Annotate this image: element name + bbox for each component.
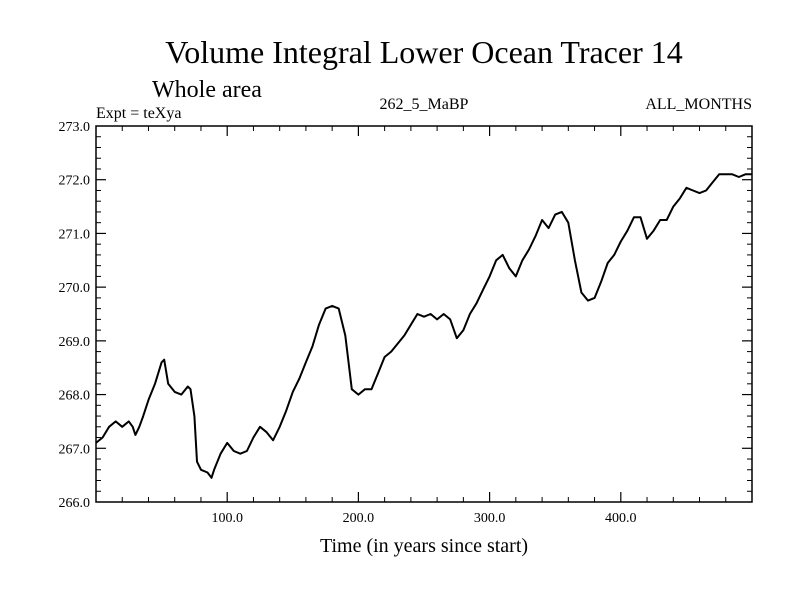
y-tick-label: 269.0 — [59, 335, 91, 350]
expt-label: Expt = teXya — [96, 105, 181, 122]
x-tick-label: 400.0 — [605, 511, 637, 526]
y-tick-label: 273.0 — [59, 120, 91, 135]
x-tick-label: 100.0 — [211, 511, 243, 526]
period-label: 262_5_MaBP — [380, 96, 469, 113]
x-axis-label: Time (in years since start) — [320, 535, 528, 557]
x-tick-label: 200.0 — [343, 511, 375, 526]
y-tick-label: 270.0 — [59, 281, 91, 296]
chart-title: Volume Integral Lower Ocean Tracer 14 — [165, 34, 682, 70]
y-tick-label: 266.0 — [59, 496, 91, 511]
series-line — [95, 173, 752, 479]
plot-area: 100.0 200.0 300.0 400.0 266.0 267.0 268.0 269.0… — [59, 120, 753, 526]
y-tick-label: 272.0 — [59, 174, 91, 189]
months-label: ALL_MONTHS — [645, 96, 752, 113]
plot-frame — [95, 125, 753, 503]
y-tick-label: 268.0 — [59, 389, 91, 404]
y-tick-label: 267.0 — [59, 442, 91, 457]
chart-subtitle: Whole area — [152, 77, 262, 103]
x-tick-label: 300.0 — [474, 511, 506, 526]
y-tick-label: 271.0 — [59, 227, 91, 242]
